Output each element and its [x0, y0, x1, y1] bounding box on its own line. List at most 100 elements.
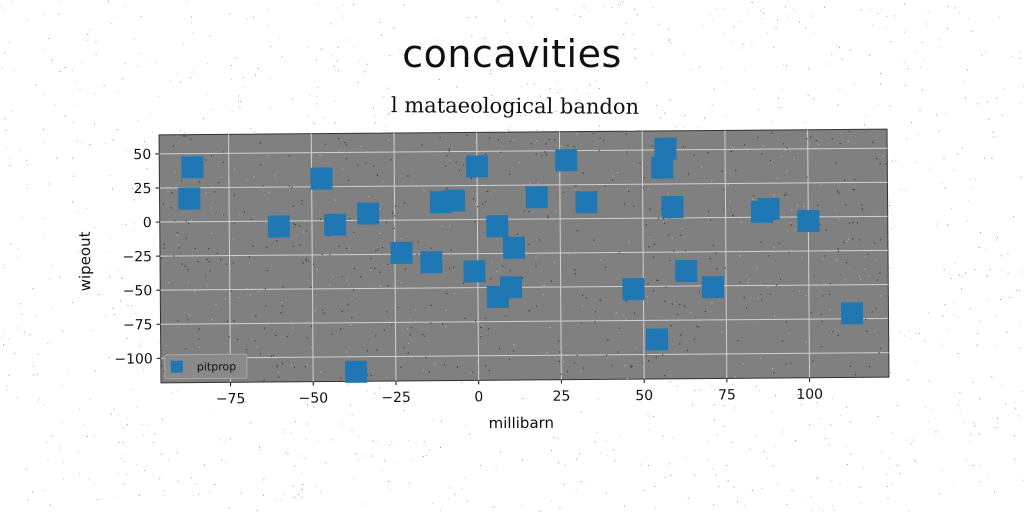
speckle	[779, 107, 781, 108]
plot-speckle	[301, 200, 303, 202]
speckle	[146, 58, 148, 60]
speckle	[333, 66, 335, 68]
plot-speckle	[788, 252, 790, 254]
speckle	[47, 343, 49, 345]
speckle	[267, 25, 269, 26]
plot-speckle	[812, 360, 814, 362]
plot-speckle	[341, 276, 343, 278]
speckle	[813, 32, 815, 34]
speckle	[928, 380, 930, 382]
speckle	[699, 389, 701, 391]
speckle	[121, 278, 123, 280]
speckle	[839, 483, 841, 485]
speckle	[947, 223, 949, 225]
plot-speckle	[785, 193, 787, 195]
plot-speckle	[771, 367, 774, 370]
speckle	[531, 16, 533, 18]
plot-speckle	[582, 367, 584, 369]
plot-speckle	[288, 155, 290, 157]
speckle	[984, 157, 985, 159]
speckle	[761, 488, 763, 489]
plot-speckle	[769, 293, 771, 295]
speckle	[464, 477, 466, 479]
speckle	[980, 320, 981, 322]
speckle	[127, 418, 129, 420]
speckle	[43, 94, 45, 96]
speckle	[72, 69, 73, 71]
speckle	[79, 88, 81, 89]
speckle	[906, 138, 908, 140]
speckle	[313, 122, 315, 124]
speckle	[384, 130, 386, 132]
speckle	[567, 52, 569, 54]
speckle	[561, 390, 563, 392]
speckle	[240, 100, 242, 102]
speckle	[711, 385, 713, 387]
plot-speckle	[563, 361, 565, 363]
speckle	[849, 421, 851, 423]
speckle	[994, 491, 995, 493]
speckle	[111, 354, 113, 356]
speckle	[522, 398, 524, 399]
speckle	[685, 458, 687, 460]
speckle	[307, 46, 309, 48]
plot-speckle	[679, 234, 681, 236]
speckle	[1001, 114, 1003, 116]
speckle	[389, 444, 391, 446]
plot-speckle	[272, 354, 275, 356]
plot-speckle	[567, 144, 569, 147]
speckle	[743, 503, 745, 505]
speckle	[584, 67, 586, 69]
speckle	[495, 469, 497, 471]
plot-speckle	[239, 214, 241, 216]
speckle	[683, 54, 685, 56]
speckle	[758, 109, 760, 110]
plot-speckle	[226, 263, 228, 265]
speckle	[751, 490, 753, 491]
speckle	[973, 422, 975, 424]
plot-speckle	[381, 247, 384, 249]
speckle	[43, 234, 45, 236]
speckle	[974, 425, 976, 427]
speckle	[396, 461, 398, 463]
speckle	[16, 327, 18, 329]
speckle	[231, 110, 233, 112]
speckle	[588, 11, 590, 13]
speckle	[146, 291, 148, 293]
plot-speckle	[871, 311, 873, 313]
speckle	[114, 314, 116, 316]
plot-speckle	[829, 283, 831, 285]
speckle	[8, 42, 10, 44]
plot-speckle	[370, 257, 372, 260]
speckle	[317, 87, 319, 89]
speckle	[860, 502, 862, 504]
plot-speckle	[184, 265, 186, 267]
data-point	[465, 155, 489, 178]
data-point	[463, 260, 486, 283]
plot-speckle	[768, 255, 770, 257]
speckle	[317, 440, 319, 442]
speckle	[191, 22, 193, 24]
chart-title: concavities	[402, 32, 622, 76]
speckle	[77, 211, 79, 213]
speckle	[889, 466, 891, 468]
speckle	[942, 315, 944, 317]
plot-speckle	[446, 187, 448, 190]
plot-speckle	[645, 224, 648, 226]
speckle	[676, 385, 678, 387]
plot-speckle	[409, 318, 411, 320]
speckle	[314, 393, 316, 395]
speckle	[553, 436, 555, 438]
plot-speckle	[837, 250, 839, 253]
speckle	[52, 264, 54, 266]
plot-speckle	[624, 364, 626, 367]
speckle	[871, 24, 873, 26]
speckle	[263, 494, 264, 496]
speckle	[799, 393, 801, 395]
plot-speckle	[446, 155, 448, 157]
speckle	[167, 459, 169, 460]
speckle	[43, 142, 45, 143]
plot-speckle	[407, 175, 409, 177]
plot-speckle	[547, 215, 549, 217]
data-point	[622, 278, 645, 301]
